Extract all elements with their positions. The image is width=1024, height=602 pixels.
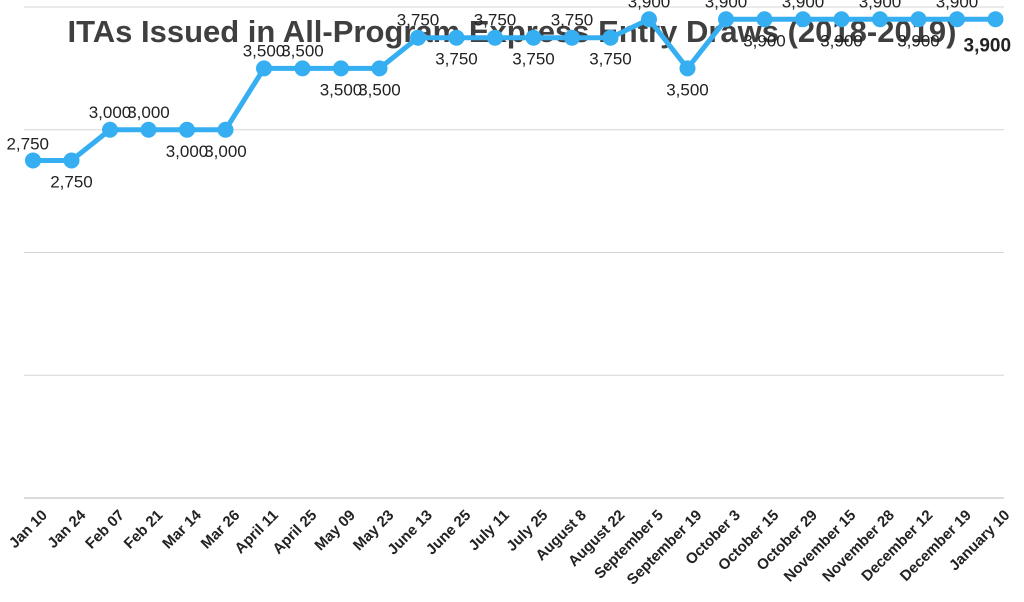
data-label: 3,900 xyxy=(628,0,671,11)
data-point xyxy=(679,60,696,77)
data-point xyxy=(256,60,272,77)
data-point xyxy=(217,121,234,138)
data-point xyxy=(333,60,349,77)
data-point xyxy=(371,60,388,77)
data-label: 3,750 xyxy=(551,11,594,30)
data-point xyxy=(641,11,657,28)
data-point xyxy=(63,152,80,169)
data-point xyxy=(448,29,465,46)
data-point xyxy=(487,29,503,46)
data-point xyxy=(564,29,580,46)
data-label: 2,750 xyxy=(50,172,93,191)
x-tick-label: Jan 10 xyxy=(6,507,51,552)
data-label: 3,750 xyxy=(435,50,478,69)
data-point xyxy=(949,11,965,28)
data-point xyxy=(179,121,195,138)
data-label: 3,900 xyxy=(859,0,902,11)
x-tick-label: Mar 14 xyxy=(159,506,205,552)
data-point xyxy=(872,11,888,28)
data-labels: 2,7502,7503,0003,0003,0003,0003,5003,500… xyxy=(6,0,1011,191)
gridlines xyxy=(24,6,1004,499)
x-tick-label: May 09 xyxy=(311,507,358,554)
x-tick-label: Feb 07 xyxy=(82,507,128,553)
data-points xyxy=(25,11,1004,169)
data-label: 3,500 xyxy=(320,80,363,99)
data-point xyxy=(25,152,41,169)
x-tick-label: Feb 21 xyxy=(121,507,167,553)
data-point xyxy=(102,121,118,138)
data-label: 3,900 xyxy=(705,0,748,11)
data-point xyxy=(602,29,619,46)
data-label: 3,750 xyxy=(512,50,555,69)
data-point xyxy=(795,11,811,28)
data-point xyxy=(294,60,311,77)
data-label: 3,900 xyxy=(743,31,786,50)
data-point xyxy=(756,11,773,28)
x-tick-label: July 11 xyxy=(465,507,512,554)
data-label: 3,750 xyxy=(474,11,517,30)
data-label: 3,750 xyxy=(589,50,632,69)
data-label: 3,900 xyxy=(964,35,1012,56)
data-label: 3,900 xyxy=(936,0,979,11)
data-point xyxy=(833,11,850,28)
data-point xyxy=(987,11,1004,28)
data-label: 3,500 xyxy=(281,41,324,60)
data-point xyxy=(525,29,542,46)
data-label: 3,500 xyxy=(358,80,401,99)
data-point xyxy=(910,11,927,28)
data-point xyxy=(410,29,426,46)
data-label: 3,750 xyxy=(397,11,440,30)
data-label: 3,900 xyxy=(897,31,940,50)
data-label: 3,000 xyxy=(166,142,209,161)
data-point xyxy=(140,121,157,138)
data-label: 3,900 xyxy=(782,0,825,11)
data-label: 3,500 xyxy=(243,41,286,60)
data-label: 3,000 xyxy=(127,103,170,122)
x-tick-label: Jan 24 xyxy=(44,506,90,552)
data-label: 3,900 xyxy=(820,31,863,50)
data-label: 3,000 xyxy=(204,142,247,161)
data-label: 2,750 xyxy=(6,134,49,153)
data-label: 3,500 xyxy=(666,80,709,99)
data-label: 3,000 xyxy=(89,103,132,122)
data-point xyxy=(718,11,734,28)
